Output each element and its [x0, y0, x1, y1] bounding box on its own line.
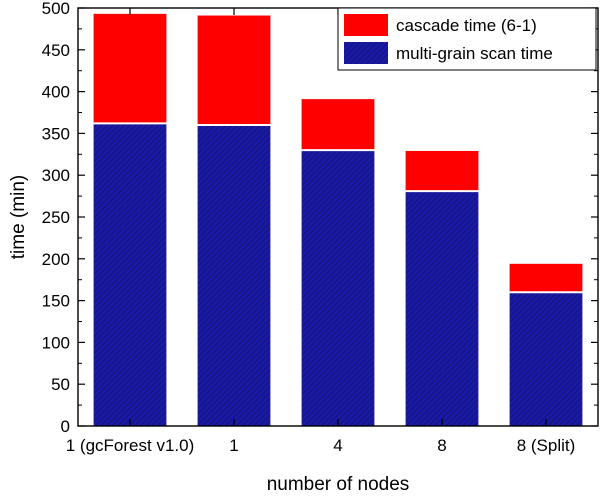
- y-axis-title: time (min): [8, 175, 29, 259]
- bar-cascade-1: [197, 15, 271, 126]
- x-axis-title: number of nodes: [267, 474, 410, 495]
- xtick-label-0: 1 (gcForest v1.0): [66, 436, 195, 455]
- bar-cascade-4: [509, 263, 583, 293]
- ytick-label-6: 300: [42, 166, 70, 185]
- bar-cascade-0: [93, 13, 167, 124]
- ytick-label-10: 500: [42, 0, 70, 18]
- xtick-label-3: 8: [437, 436, 446, 455]
- legend-label-0: cascade time (6-1): [396, 16, 537, 35]
- ytick-label-8: 400: [42, 83, 70, 102]
- bar-scan-1: [197, 125, 271, 426]
- xtick-label-2: 4: [333, 436, 342, 455]
- bar-scan-0: [93, 123, 167, 427]
- ytick-label-1: 50: [51, 375, 70, 394]
- bar-cascade-3: [405, 150, 479, 192]
- legend-swatch-0: [344, 14, 388, 36]
- legend-label-1: multi-grain scan time: [396, 44, 553, 63]
- bars-layer: [93, 13, 583, 427]
- ytick-label-9: 450: [42, 41, 70, 60]
- legend-swatch-1: [344, 42, 388, 64]
- ytick-label-4: 200: [42, 250, 70, 269]
- ytick-label-0: 0: [61, 417, 70, 436]
- bar-scan-4: [509, 292, 583, 426]
- bar-cascade-2: [301, 99, 375, 151]
- ytick-label-3: 150: [42, 292, 70, 311]
- xtick-label-4: 8 (Split): [517, 436, 576, 455]
- bar-scan-3: [405, 191, 479, 426]
- bar-scan-2: [301, 150, 375, 426]
- ytick-label-5: 250: [42, 208, 70, 227]
- ytick-label-2: 100: [42, 333, 70, 352]
- labels-layer: 0 50 100 150 200 250 300 350 400 450 500 1 (gcFores…: [8, 0, 575, 495]
- ytick-label-7: 350: [42, 124, 70, 143]
- legend: cascade time (6-1) multi-grain scan time: [337, 7, 597, 71]
- xtick-label-1: 1: [229, 436, 238, 455]
